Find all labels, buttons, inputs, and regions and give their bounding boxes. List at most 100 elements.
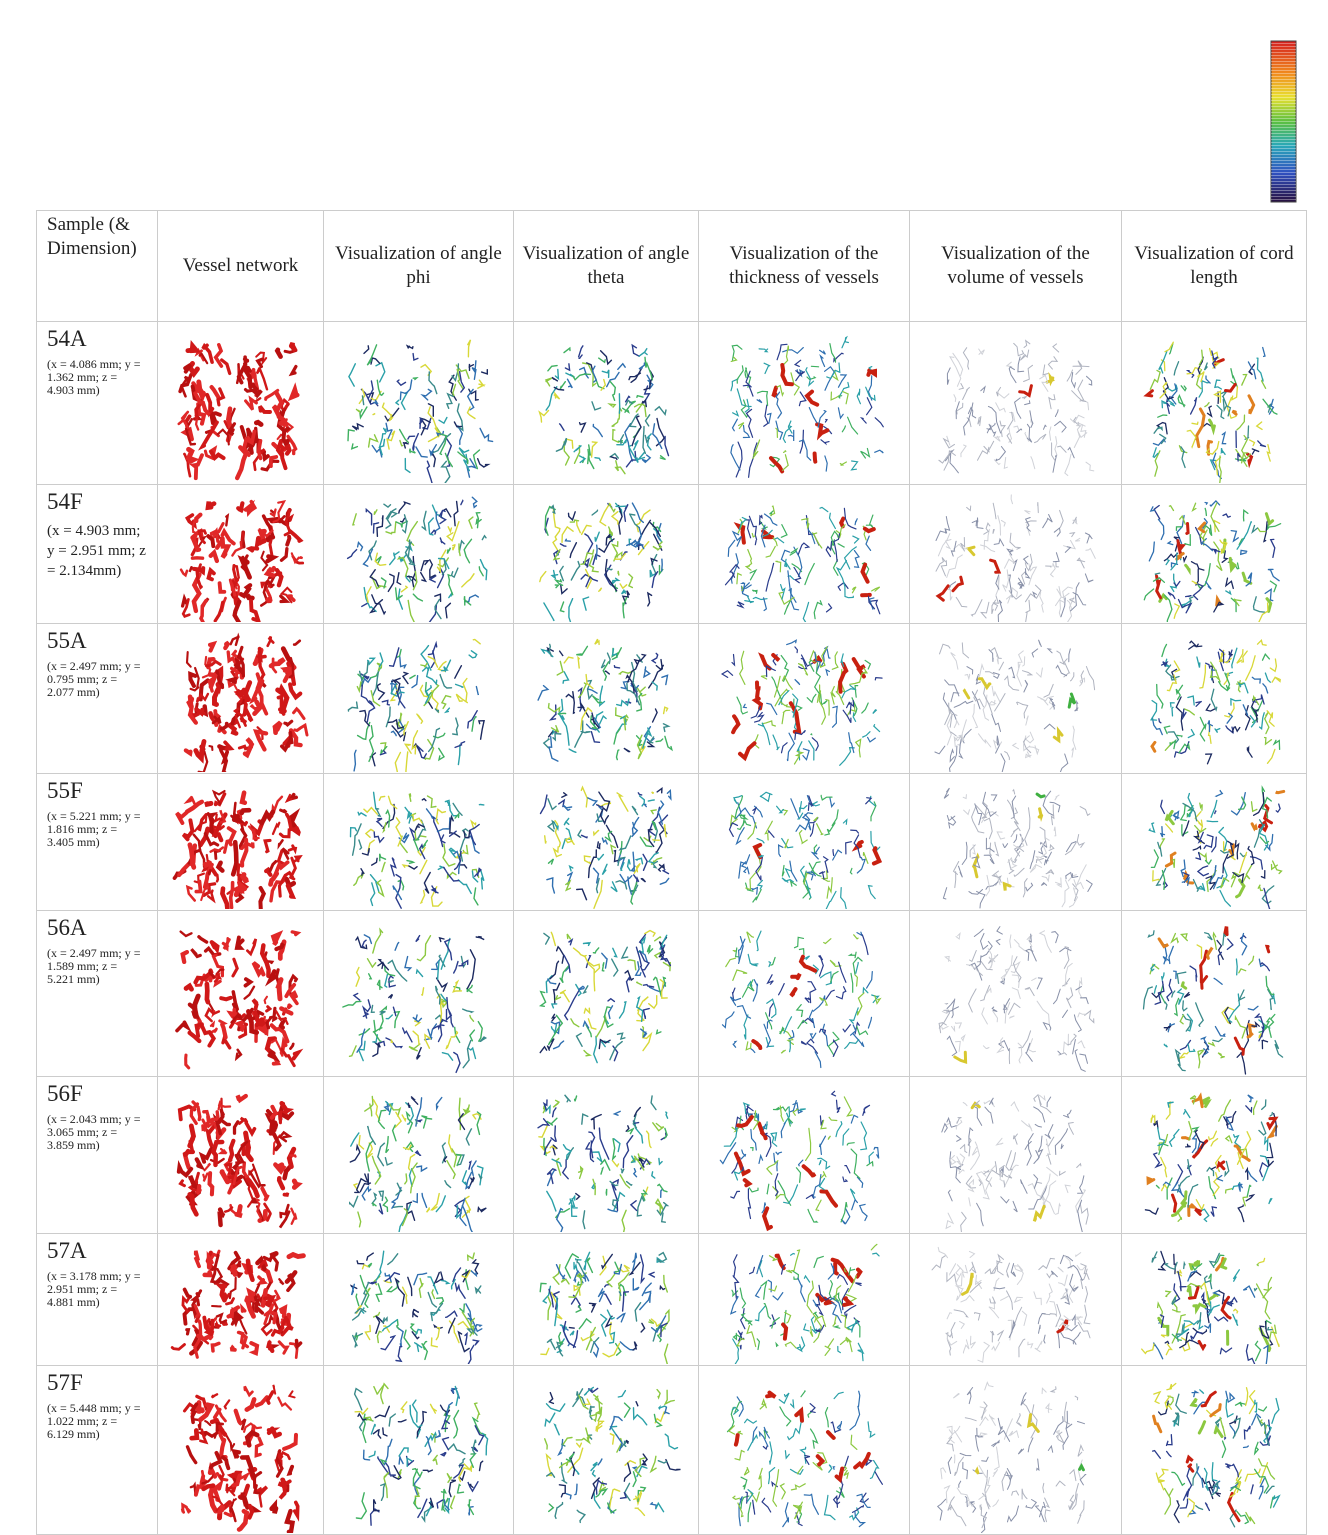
vessel (661, 1189, 663, 1197)
vessel (366, 509, 371, 525)
vessel (447, 394, 453, 408)
sample-cell: 56A(x = 2.497 mm; y = 1.589 mm; z = 5.22… (37, 911, 158, 1077)
vessel (815, 1052, 821, 1068)
vessel (1165, 1262, 1178, 1269)
vessel (1248, 847, 1254, 865)
vessel (737, 602, 743, 608)
vessel (1077, 558, 1084, 568)
vessel (1250, 715, 1255, 727)
vessel (397, 573, 401, 585)
vessel (1226, 1464, 1231, 1468)
vessel (845, 586, 853, 598)
vessel (618, 571, 619, 575)
vessel (538, 686, 548, 701)
vessel (1187, 1457, 1193, 1462)
vessel (1007, 362, 1012, 367)
vessel (1080, 1466, 1084, 1470)
vessel (1012, 796, 1016, 818)
vessel (225, 742, 231, 749)
vessel (548, 799, 556, 810)
vessel (199, 1321, 200, 1334)
vessel (217, 1314, 226, 1322)
vessel (423, 1470, 432, 1472)
vessel-image (514, 1234, 698, 1364)
vessel (1252, 526, 1257, 533)
vessel (389, 1414, 395, 1426)
vessel (601, 660, 605, 668)
vessel (773, 388, 776, 397)
column-header: Visualization of angle phi (324, 211, 514, 322)
vessel (408, 813, 412, 823)
vessel (547, 1191, 556, 1211)
vessel (841, 888, 847, 909)
vessel (801, 1337, 805, 1350)
vessel (1263, 348, 1265, 357)
vessel (827, 604, 832, 612)
vessel (782, 743, 788, 753)
vessel (398, 1420, 406, 1422)
vessel (1268, 569, 1279, 580)
vessel (1038, 1314, 1045, 1324)
vessel (755, 845, 760, 857)
vessel (722, 671, 733, 678)
vessel (553, 734, 561, 740)
image-cell (1122, 1234, 1307, 1366)
vessel (203, 1174, 207, 1182)
vessel (1186, 565, 1189, 570)
image-cell (324, 1366, 514, 1535)
vessel (1037, 1459, 1039, 1470)
vessel (723, 1012, 735, 1028)
vessel (199, 382, 204, 397)
vessel (1259, 1122, 1266, 1135)
vessel (969, 1128, 973, 1145)
vessel (797, 1345, 802, 1351)
vessel (1014, 940, 1024, 951)
vessel (802, 1041, 807, 1044)
vessel (962, 842, 967, 864)
vessel (807, 1281, 813, 1313)
vessel (1069, 1123, 1074, 1135)
vessel (769, 831, 774, 837)
vessel (971, 1142, 980, 1170)
vessel (179, 1167, 191, 1175)
vessel (192, 1431, 197, 1439)
vessel (1031, 457, 1035, 469)
vessel (769, 962, 771, 967)
vessel (651, 1503, 656, 1509)
vessel (995, 842, 999, 855)
vessel (439, 748, 444, 760)
vessel (1210, 501, 1219, 506)
vessel (726, 574, 735, 585)
vessel (374, 792, 376, 809)
vessel (972, 1147, 977, 1155)
vessel (1056, 878, 1062, 887)
vessel (1230, 1426, 1235, 1436)
vessel (873, 710, 877, 714)
vessel (177, 1022, 187, 1030)
vessel (295, 725, 307, 735)
vessel (448, 575, 453, 595)
vessel (821, 356, 825, 367)
vessel (1204, 835, 1213, 849)
vessel (592, 402, 601, 410)
vessel (1027, 1134, 1033, 1166)
vessel-image (1122, 322, 1306, 483)
vessel (831, 392, 839, 400)
vessel (1052, 932, 1059, 943)
vessel (1055, 410, 1058, 417)
vessel (1186, 596, 1192, 597)
vessel (1246, 1169, 1248, 1179)
vessel (1048, 1154, 1051, 1164)
vessel-image (1122, 1366, 1306, 1533)
vessel (467, 950, 475, 989)
column-header: Visualization of cord length (1122, 211, 1307, 322)
vessel (830, 513, 836, 528)
vessel (208, 536, 213, 546)
vessel (553, 531, 560, 551)
vessel (367, 1253, 374, 1260)
sample-dimension: (x = 4.903 mm; y = 2.951 mm; z = 2.134mm… (47, 521, 147, 581)
vessel (1251, 1484, 1253, 1493)
vessel (1195, 1209, 1200, 1214)
vessel (417, 936, 430, 961)
vessel (196, 515, 200, 521)
